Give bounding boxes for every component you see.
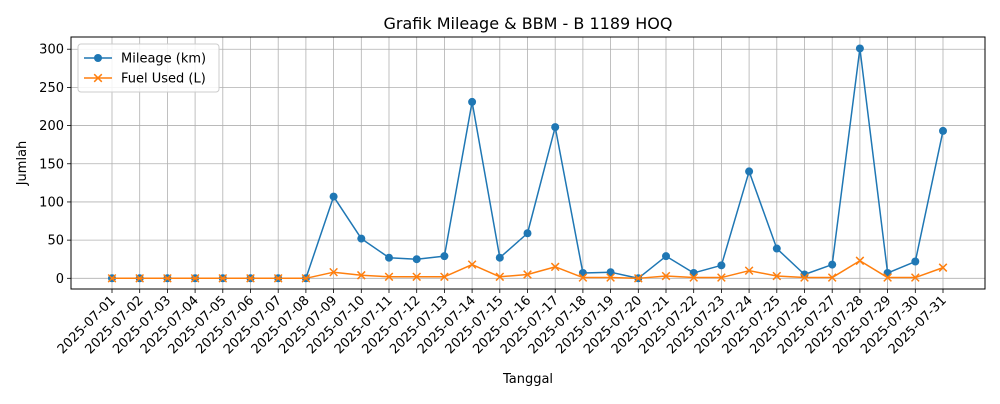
y-tick-label: 200 [39,119,64,134]
data-point [717,261,726,270]
legend-label: Mileage (km) [121,52,206,67]
data-point [495,272,505,282]
data-point [495,253,504,262]
data-point [939,126,947,135]
y-tick-label: 50 [47,234,64,249]
data-point [606,268,615,277]
data-point [772,244,781,253]
data-point [745,167,754,176]
data-point [357,234,366,243]
data-point [661,271,671,281]
data-point [246,273,255,283]
data-point [385,253,393,262]
data-point [329,267,338,277]
data-point [190,273,200,283]
data-point [800,273,809,282]
data-point [828,260,837,269]
data-point [827,273,837,282]
y-tick-label: 300 [39,43,64,58]
data-point [107,273,117,283]
data-point [467,260,477,269]
data-point [550,262,560,272]
data-point [689,273,699,282]
data-point [135,273,145,283]
data-point [523,270,532,279]
data-point [633,273,643,283]
y-tick-label: 250 [39,81,64,96]
legend-label: Fuel Used (L) [121,72,206,87]
x-axis-label: Tanggal [502,372,553,387]
data-point [329,192,338,201]
data-point [662,252,670,261]
data-point [578,273,588,282]
legend: Mileage (km) Fuel Used (L) [77,43,220,93]
series-layer [107,44,948,283]
data-point [855,256,865,266]
data-point [717,273,726,282]
data-point [855,44,864,53]
chart-title: Grafik Mileage & BBM - B 1189 HOQ [384,14,673,33]
data-point [163,273,172,283]
x-axis-ticks: 2025-07-012025-07-022025-07-032025-07-04… [55,289,950,357]
data-point [440,272,449,282]
data-point [938,263,948,272]
data-point [93,73,103,83]
data-point [356,270,366,280]
data-point [523,229,532,238]
data-point [218,273,228,283]
y-axis-ticks: 0 50 100 150 200 250 300 [39,43,71,287]
y-tick-label: 100 [39,195,64,210]
data-point [440,252,449,261]
data-point [883,273,892,282]
legend-box [77,43,220,93]
data-point [911,257,920,266]
y-tick-label: 0 [56,272,64,287]
data-point [412,272,422,282]
y-axis-label: Jumlah [15,141,30,187]
data-point [301,273,311,283]
data-point [94,54,102,62]
data-point [744,266,754,276]
plot-frame [70,36,986,290]
data-point [273,273,283,283]
data-point [412,255,421,264]
data-point [606,273,615,282]
grid [71,37,985,289]
data-point [772,271,782,281]
series-group [107,256,948,283]
data-point [384,272,394,282]
data-point [468,97,477,106]
data-point [910,273,920,282]
data-point [551,123,560,132]
y-tick-label: 150 [39,157,64,172]
